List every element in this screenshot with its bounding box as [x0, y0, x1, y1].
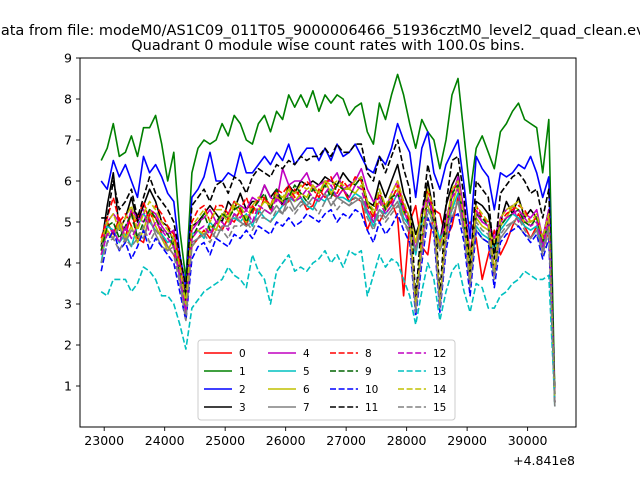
legend-label-13: 13: [433, 366, 446, 378]
series-line-11: [101, 139, 556, 395]
legend-box: [197, 339, 456, 421]
y-tick-label: 6: [64, 174, 72, 189]
y-tick-label: 4: [64, 256, 72, 271]
legend-label-5: 5: [303, 366, 310, 378]
y-tick-label: 2: [64, 338, 72, 353]
x-tick-label: 25000: [205, 433, 245, 448]
series-line-8: [100, 176, 556, 399]
plot-frame: [79, 57, 577, 428]
x-offset-label: +4.841e8: [513, 453, 575, 468]
series-line-9: [100, 176, 556, 399]
y-tick-label: 8: [64, 92, 72, 107]
series-line-15: [100, 196, 556, 403]
y-tick-label: 9: [64, 51, 72, 66]
series-layer: [100, 73, 556, 407]
legend-label-6: 6: [303, 384, 310, 396]
legend-label-2: 2: [239, 384, 246, 396]
x-tick-label: 28000: [387, 433, 427, 448]
series-line-2: [100, 122, 556, 403]
series-line-14: [100, 176, 556, 403]
legend-label-15: 15: [433, 402, 446, 414]
legend-label-1: 1: [239, 366, 246, 378]
legend-label-11: 11: [365, 402, 378, 414]
legend-label-7: 7: [303, 402, 310, 414]
axes-ticks: 23000 24000 25000 26000 27000 28000 29000 30000…: [64, 51, 547, 449]
x-tick-label: 23000: [84, 433, 124, 448]
series-line-10: [100, 208, 556, 403]
y-tick-label: 7: [64, 133, 72, 148]
x-tick-label: 24000: [145, 433, 185, 448]
series-line-13: [100, 249, 556, 403]
x-tick-label: 29000: [447, 433, 487, 448]
legend-label-12: 12: [433, 348, 446, 360]
legend-label-9: 9: [365, 366, 372, 378]
legend-label-4: 4: [303, 348, 310, 360]
series-line-1: [100, 73, 556, 395]
x-tick-label: 26000: [266, 433, 306, 448]
legend-label-14: 14: [433, 384, 447, 396]
legend-label-10: 10: [365, 384, 378, 396]
y-tick-label: 1: [64, 379, 72, 394]
x-tick-label: 27000: [326, 433, 366, 448]
series-line-12: [100, 184, 556, 403]
y-tick-label: 3: [64, 297, 72, 312]
legend-label-0: 0: [239, 348, 246, 360]
legend-label-3: 3: [239, 402, 246, 414]
y-tick-label: 5: [64, 215, 72, 230]
chart-title: Quadrant 0 module wise count rates with …: [131, 38, 525, 54]
legend-label-8: 8: [365, 348, 372, 360]
x-tick-label: 30000: [508, 433, 548, 448]
figure-suptitle: Data from file: modeM0/AS1C09_011T05_900…: [0, 23, 640, 39]
